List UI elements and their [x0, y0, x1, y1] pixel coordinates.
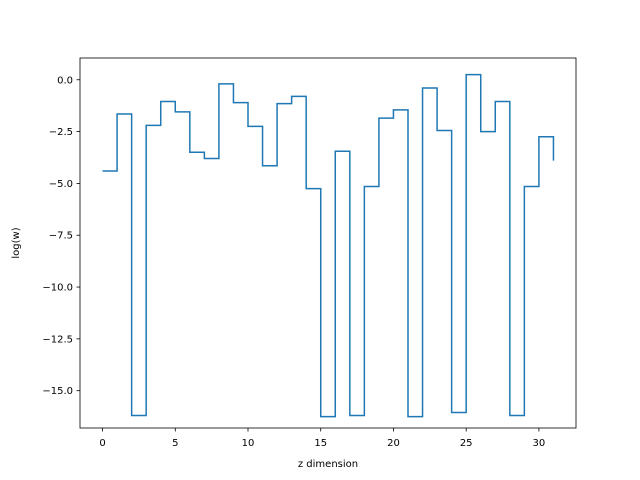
series-layer: [102, 73, 555, 418]
y-axis-label: log(w): [11, 227, 22, 258]
plot-area: [80, 58, 576, 428]
y-tick-label: −12.5: [42, 334, 73, 345]
x-axis-ticks: 0 5 10 15 20 25 30: [99, 428, 545, 449]
y-axis-ticks: 0.0 −2.5 −5.0 −7.5 −10.0 −12.5 −15.0: [42, 75, 80, 397]
x-tick-label: 30: [533, 438, 546, 449]
x-axis-label: z dimension: [298, 459, 358, 470]
plot-frame: [79, 57, 577, 429]
y-tick-label: −7.5: [49, 231, 73, 242]
y-tick-label: −5.0: [49, 179, 73, 190]
x-tick-label: 0: [99, 438, 105, 449]
x-tick-label: 15: [314, 438, 327, 449]
y-tick-label: −15.0: [42, 386, 73, 397]
y-tick-label: −2.5: [49, 127, 73, 138]
x-tick-label: 10: [242, 438, 255, 449]
x-tick-label: 25: [460, 438, 473, 449]
x-tick-label: 5: [172, 438, 178, 449]
y-tick-label: 0.0: [57, 75, 73, 86]
x-tick-label: 20: [387, 438, 400, 449]
series-line-0: [102, 73, 555, 418]
y-tick-label: −10.0: [42, 283, 73, 294]
